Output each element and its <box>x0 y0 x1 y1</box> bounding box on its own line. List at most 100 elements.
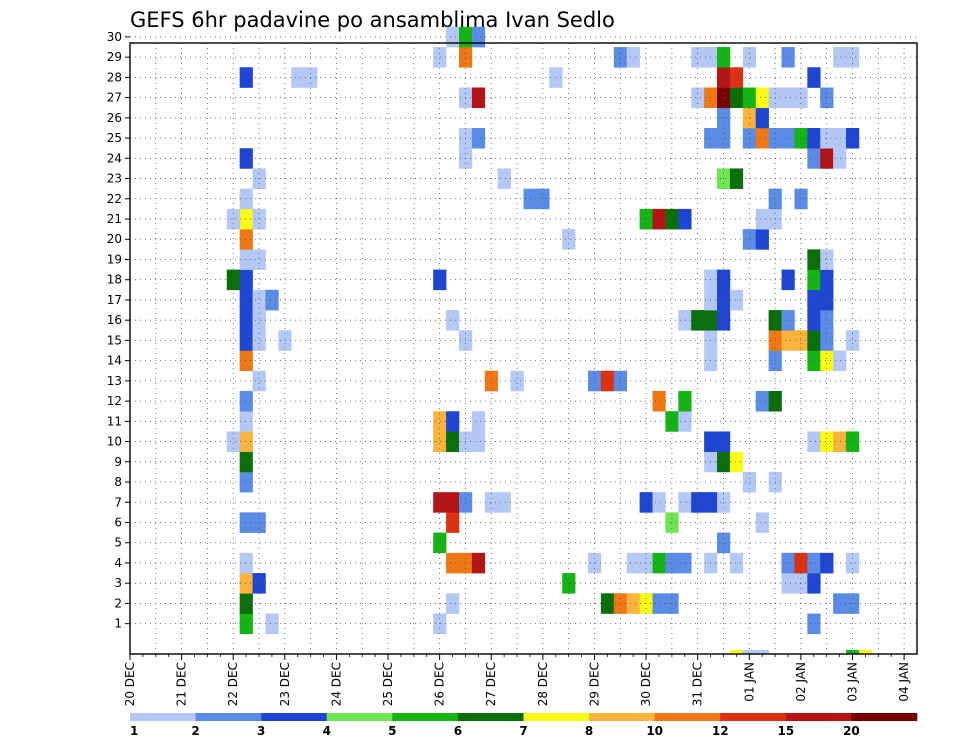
precip-cell <box>226 431 240 452</box>
precip-cell <box>678 208 692 230</box>
precip-cell <box>807 330 821 351</box>
precip-cell <box>807 573 821 594</box>
y-axis: 1234567891011121314151617181920212223242… <box>107 30 130 631</box>
precip-cell <box>846 431 860 452</box>
colorbar-label: 15 <box>777 724 794 738</box>
precip-cell <box>807 431 821 452</box>
y-tick-label: 17 <box>107 293 122 307</box>
precip-cell <box>807 310 821 331</box>
precip-cell <box>446 26 460 48</box>
precip-cell <box>729 289 744 311</box>
precip-cell <box>820 431 834 452</box>
precip-cell <box>239 411 253 432</box>
precip-cell <box>652 492 666 513</box>
precip-cell <box>626 552 640 574</box>
y-tick-label: 28 <box>107 70 122 84</box>
precip-cell <box>239 350 253 372</box>
x-tick-label: 28 DEC <box>536 662 550 706</box>
precip-cell <box>781 573 795 594</box>
colorbar-swatch <box>720 713 787 721</box>
precip-cell <box>820 249 834 270</box>
precip-cell <box>794 330 808 351</box>
x-tick-label: 01 JAN <box>742 662 756 702</box>
y-tick-label: 26 <box>107 111 122 125</box>
precip-cell <box>665 411 679 432</box>
precip-cell <box>471 431 486 452</box>
precip-cell <box>820 350 834 372</box>
x-tick-label: 20 DEC <box>123 662 137 706</box>
y-tick-label: 18 <box>107 273 122 287</box>
precip-cell <box>742 229 757 250</box>
precip-cell <box>678 390 692 412</box>
precip-cell <box>717 289 731 311</box>
precip-cell <box>781 310 795 331</box>
precip-cell <box>755 649 769 654</box>
colorbar-swatch <box>654 713 721 721</box>
precip-cell <box>781 330 795 351</box>
precip-cell <box>626 593 640 614</box>
precip-cell <box>820 289 834 311</box>
precip-cell <box>588 370 602 392</box>
y-tick-label: 20 <box>107 232 122 246</box>
x-tick-label: 30 DEC <box>639 662 653 706</box>
precip-cell <box>678 492 692 513</box>
colorbar-swatch <box>195 713 262 721</box>
y-tick-label: 7 <box>114 495 122 509</box>
colorbar-label: 3 <box>257 724 265 738</box>
precip-cell <box>820 330 834 351</box>
precip-cell <box>446 492 460 513</box>
precip-cell <box>239 148 253 169</box>
colorbar-label: 4 <box>323 724 331 738</box>
precip-cell <box>691 47 705 68</box>
y-tick-label: 1 <box>114 617 122 631</box>
precip-cell <box>510 370 524 392</box>
precip-cell <box>433 492 447 513</box>
precip-cell <box>678 310 692 331</box>
precip-cell <box>846 649 860 654</box>
precip-cell <box>717 47 731 68</box>
colorbar-label: 20 <box>843 724 860 738</box>
colorbar-label: 7 <box>519 724 527 738</box>
precip-cell <box>471 127 486 149</box>
y-tick-label: 14 <box>107 354 122 368</box>
precip-cell <box>252 289 266 311</box>
precip-cell <box>484 370 498 392</box>
precip-cell <box>446 431 460 452</box>
colorbar-label: 12 <box>712 724 729 738</box>
precip-cell <box>846 47 860 68</box>
y-tick-label: 9 <box>114 455 122 469</box>
precip-cell <box>239 512 253 533</box>
precip-cell <box>717 532 731 554</box>
precip-cell <box>652 552 666 574</box>
precip-cell <box>755 208 769 230</box>
precip-cell <box>717 492 731 513</box>
precip-cell <box>278 330 292 351</box>
precip-cell <box>833 127 847 149</box>
precip-cell <box>471 26 486 48</box>
y-tick-label: 10 <box>107 435 122 449</box>
precip-cell <box>239 330 253 351</box>
precip-cell <box>820 269 834 291</box>
precip-cell <box>433 411 447 432</box>
precip-cell <box>239 310 253 331</box>
precip-cell <box>846 330 860 351</box>
precip-cell <box>433 532 447 554</box>
precip-cell <box>781 127 795 149</box>
y-tick-label: 11 <box>107 414 122 428</box>
precip-cell <box>820 87 834 109</box>
precip-cell <box>239 593 253 614</box>
precip-cell <box>833 350 847 372</box>
y-tick-label: 25 <box>107 131 122 145</box>
x-tick-label: 04 JAN <box>897 662 911 702</box>
x-tick-label: 31 DEC <box>691 662 705 706</box>
precip-cell <box>729 451 744 473</box>
x-tick-label: 03 JAN <box>845 662 859 702</box>
y-tick-label: 4 <box>114 556 122 570</box>
precip-cell <box>717 269 731 291</box>
y-tick-label: 23 <box>107 172 122 186</box>
precip-cell <box>433 47 447 68</box>
precip-cell <box>781 47 795 68</box>
y-tick-label: 29 <box>107 50 122 64</box>
precip-cell <box>226 208 240 230</box>
precip-cell <box>794 87 808 109</box>
